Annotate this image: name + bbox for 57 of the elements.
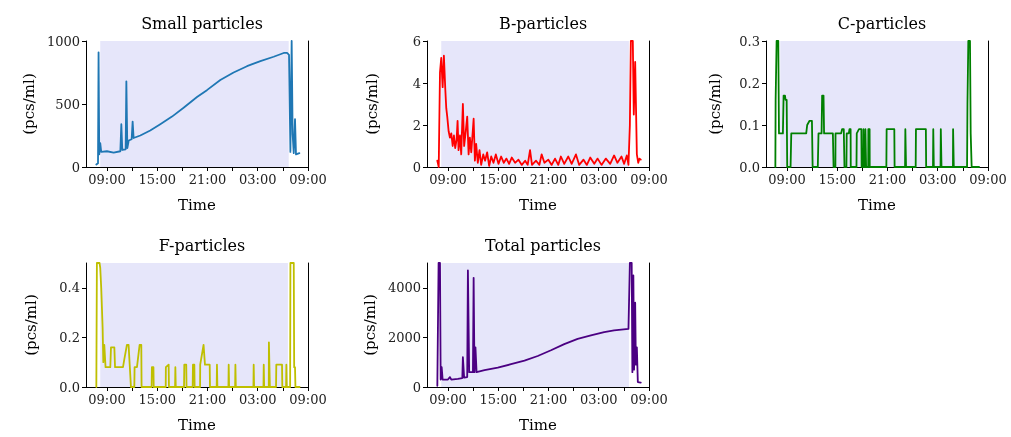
x-tick-label: 15:00 — [138, 392, 176, 407]
x-axis-title: Time — [178, 195, 217, 214]
x-tick-label: 09:00 — [429, 172, 467, 187]
y-axis-title: (pcs/ml) — [19, 73, 38, 135]
y-tick-label: 0 — [71, 159, 80, 175]
chart-title: B-particles — [498, 13, 588, 33]
x-tick-label: 21:00 — [529, 172, 568, 187]
y-tick-label: 2 — [412, 117, 421, 133]
y-tick-label: 4 — [412, 75, 421, 91]
x-tick-label: 03:00 — [580, 392, 618, 407]
y-tick-label: 1000 — [46, 33, 80, 49]
y-tick-label: 2000 — [387, 329, 421, 345]
x-tick-label: 21:00 — [188, 392, 227, 407]
x-tick-label: 03:00 — [580, 172, 618, 187]
y-axis-title: (pcs/ml) — [362, 73, 381, 135]
x-tick-label: 21:00 — [188, 172, 227, 187]
y-tick-label: 0.0 — [59, 379, 80, 395]
x-tick-label: 09:00 — [630, 172, 668, 187]
y-tick-label: 0.4 — [59, 280, 80, 296]
y-tick-label: 0 — [412, 159, 421, 175]
y-tick-label: 0 — [412, 379, 421, 395]
x-tick-label: 21:00 — [868, 172, 907, 187]
y-tick-label: 4000 — [387, 280, 421, 296]
x-tick-label: 09:00 — [630, 392, 668, 407]
y-tick-label: 0.2 — [59, 329, 80, 345]
x-tick-label: 09:00 — [289, 172, 327, 187]
x-tick-label: 09:00 — [429, 392, 467, 407]
x-tick-label: 15:00 — [818, 172, 856, 187]
chart-title: Small particles — [141, 13, 263, 33]
y-tick-label: 0.2 — [739, 75, 760, 91]
x-axis-title: Time — [519, 415, 558, 434]
x-tick-label: 03:00 — [239, 172, 277, 187]
x-axis-title: Time — [519, 195, 558, 214]
x-tick-label: 09:00 — [88, 172, 126, 187]
y-tick-label: 6 — [412, 33, 421, 49]
x-axis-title: Time — [858, 195, 897, 214]
x-tick-label: 21:00 — [529, 392, 568, 407]
x-tick-label: 09:00 — [88, 392, 126, 407]
x-tick-label: 09:00 — [768, 172, 806, 187]
y-tick-label: 0.1 — [739, 117, 760, 133]
x-tick-label: 15:00 — [138, 172, 176, 187]
y-axis-title: (pcs/ml) — [705, 73, 724, 135]
x-tick-label: 03:00 — [919, 172, 957, 187]
y-axis-title: (pcs/ml) — [21, 294, 40, 356]
y-tick-label: 500 — [55, 96, 80, 112]
x-axis-title: Time — [178, 415, 217, 434]
y-tick-label: 0.3 — [739, 33, 760, 49]
x-tick-label: 03:00 — [239, 392, 277, 407]
chart-title: C-particles — [837, 13, 927, 33]
x-tick-label: 09:00 — [289, 392, 327, 407]
y-axis-title: (pcs/ml) — [360, 294, 379, 356]
x-tick-label: 09:00 — [969, 172, 1007, 187]
chart-title: F-particles — [158, 235, 246, 255]
y-tick-label: 0.0 — [739, 159, 760, 175]
chart-title: Total particles — [485, 235, 601, 255]
x-tick-label: 15:00 — [479, 392, 517, 407]
x-tick-label: 15:00 — [479, 172, 517, 187]
